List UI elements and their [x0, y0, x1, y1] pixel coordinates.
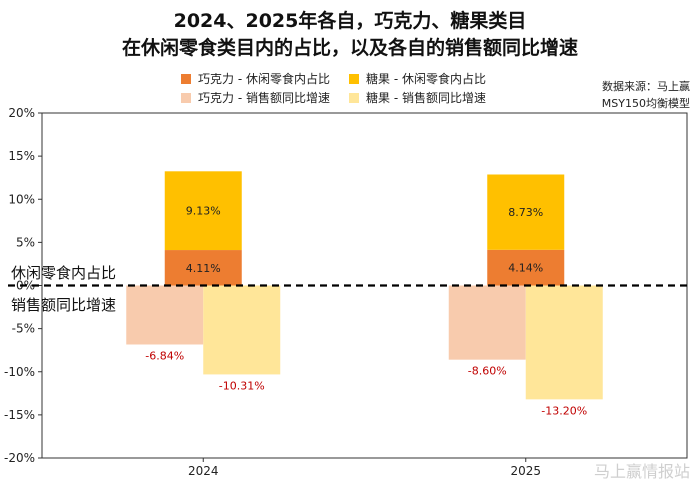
bar-growth-chocolate — [126, 285, 204, 345]
y-tick-label: -10% — [4, 365, 35, 379]
data-label: -13.20% — [541, 404, 587, 417]
data-label: -6.84% — [145, 349, 184, 362]
data-label: 4.14% — [508, 262, 543, 275]
bar-growth-candy — [203, 285, 281, 375]
data-label: 8.73% — [508, 206, 543, 219]
legend-swatch — [349, 74, 359, 84]
legend-item-candy-share: 糖果 - 休闲零食内占比 — [349, 70, 486, 87]
watermark: 马上赢情报站 — [593, 462, 690, 481]
legend-swatch — [181, 74, 191, 84]
y-tick-label: -15% — [4, 408, 35, 422]
y-tick-label: -5% — [12, 322, 35, 336]
chart-title-line2: 在休闲零食类目内的占比，以及各自的销售额同比增速 — [121, 37, 578, 59]
annotation-share: 休闲零食内占比 — [11, 264, 117, 282]
chart-title-line1: 2024、2025年各自，巧克力、糖果类目 — [173, 10, 527, 32]
bar-share-chocolate — [487, 249, 565, 286]
data-label: 9.13% — [186, 205, 221, 218]
legend-item-chocolate-share: 巧克力 - 休闲零食内占比 — [181, 70, 330, 87]
legend-label: 糖果 - 销售额同比增速 — [366, 91, 486, 105]
legend-item-chocolate-growth: 巧克力 - 销售额同比增速 — [181, 89, 330, 106]
annotation-growth: 销售额同比增速 — [11, 296, 117, 314]
model-note: MSY150均衡模型 — [601, 97, 690, 110]
bar-growth-chocolate — [448, 285, 526, 360]
x-tick-label: 2025 — [510, 464, 541, 478]
data-label: -10.31% — [219, 379, 265, 392]
y-tick-label: 15% — [8, 149, 35, 163]
data-label: -8.60% — [468, 365, 507, 378]
x-tick-label: 2024 — [188, 464, 219, 478]
bar-share-candy — [487, 174, 565, 250]
legend-swatch — [181, 93, 191, 103]
source-note: 数据来源：马上赢 — [602, 80, 690, 93]
bar-growth-candy — [525, 285, 603, 400]
y-tick-label: 5% — [16, 235, 35, 249]
legend-label: 巧克力 - 休闲零食内占比 — [198, 72, 330, 86]
bar-share-candy — [164, 171, 242, 251]
legend-label: 巧克力 - 销售额同比增速 — [198, 91, 330, 105]
legend-label: 糖果 - 休闲零食内占比 — [366, 72, 486, 86]
data-label: 4.11% — [186, 262, 221, 275]
y-tick-label: -20% — [4, 451, 35, 465]
bar-share-chocolate — [164, 250, 242, 286]
y-tick-label: 20% — [8, 106, 35, 120]
y-tick-label: 10% — [8, 192, 35, 206]
legend-item-candy-growth: 糖果 - 销售额同比增速 — [349, 89, 486, 106]
legend-swatch — [349, 93, 359, 103]
